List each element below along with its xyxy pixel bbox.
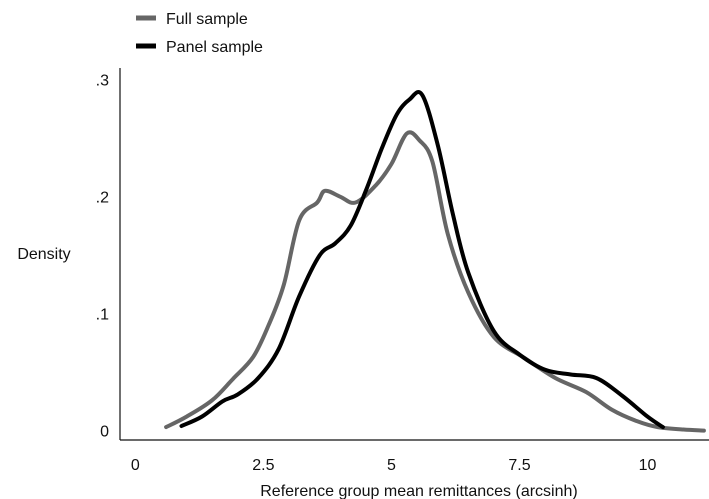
y-tick-label: .3	[96, 73, 109, 90]
x-tick-label: 2.5	[252, 457, 274, 474]
y-axis-label: Density	[17, 246, 70, 263]
y-tick-label: 0	[100, 424, 109, 441]
x-tick-label: 0	[131, 457, 140, 474]
x-axis-label: Reference group mean remittances (arcsin…	[260, 483, 577, 499]
x-tick-label: 5	[387, 457, 396, 474]
y-tick-label: .2	[96, 190, 109, 207]
legend-label-full-sample: Full sample	[166, 11, 248, 28]
y-tick-label: .1	[96, 307, 109, 324]
x-tick-label: 10	[639, 457, 657, 474]
legend-label-panel-sample: Panel sample	[166, 39, 263, 56]
series-line-panel-sample	[179, 90, 665, 430]
series-line-full-sample	[164, 130, 706, 433]
x-tick-label: 7.5	[508, 457, 530, 474]
